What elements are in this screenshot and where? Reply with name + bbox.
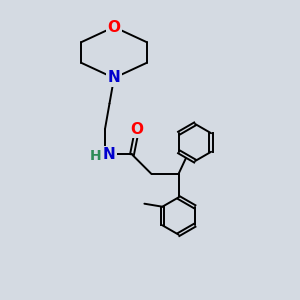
Text: O: O bbox=[107, 20, 121, 34]
Text: H: H bbox=[90, 149, 101, 163]
Text: N: N bbox=[108, 70, 120, 86]
Text: N: N bbox=[103, 147, 116, 162]
Text: O: O bbox=[130, 122, 143, 137]
